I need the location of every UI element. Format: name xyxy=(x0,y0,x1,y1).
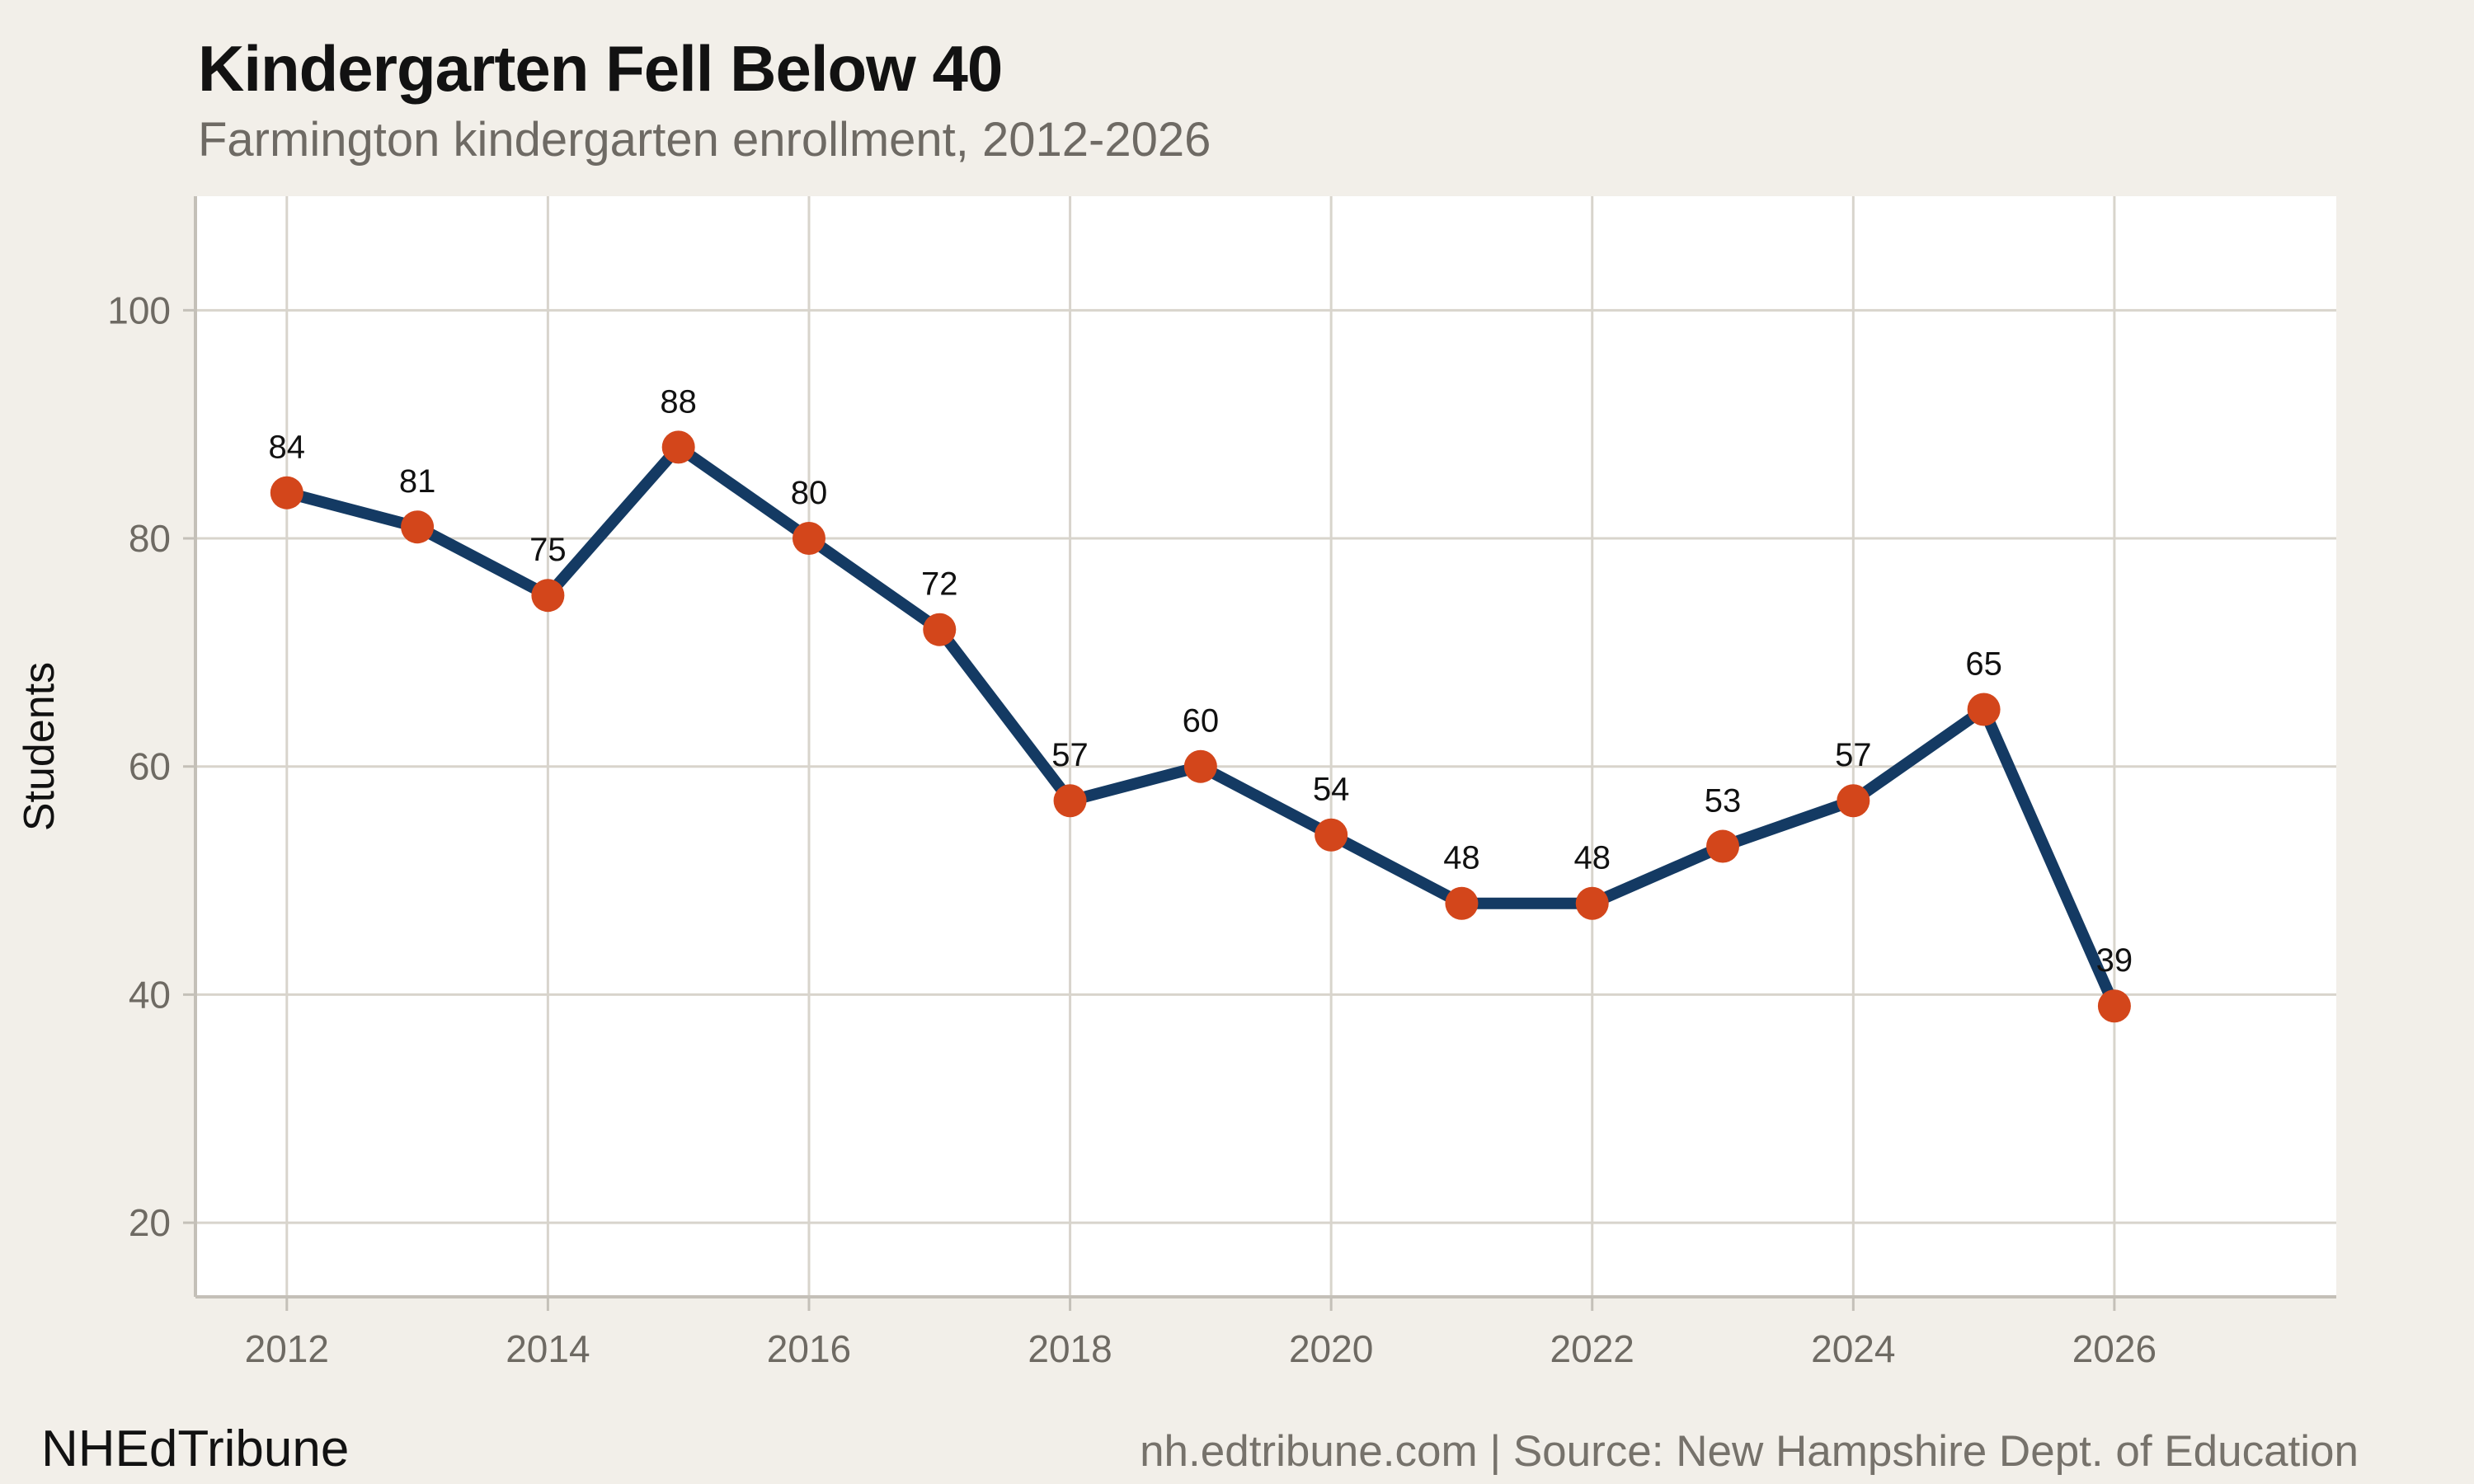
y-axis-title: Students xyxy=(16,662,63,831)
data-point xyxy=(661,430,695,464)
publisher-brand: NHEdTribune xyxy=(41,1421,350,1477)
data-point-label: 57 xyxy=(1835,737,1872,773)
y-tick-label: 60 xyxy=(129,745,171,788)
data-point xyxy=(1315,818,1348,852)
data-point-label: 75 xyxy=(529,532,567,568)
data-point-label: 48 xyxy=(1573,840,1611,876)
data-point xyxy=(1967,693,2001,726)
chart-title: Kindergarten Fell Below 40 xyxy=(198,32,1003,105)
x-tick-label: 2018 xyxy=(1028,1327,1112,1370)
data-point xyxy=(923,613,957,646)
data-point xyxy=(1837,784,1870,818)
chart-subtitle: Farmington kindergarten enrollment, 2012… xyxy=(198,113,1211,167)
data-point-label: 57 xyxy=(1051,737,1089,773)
data-point-label: 60 xyxy=(1183,703,1220,740)
data-point xyxy=(1575,886,1609,920)
x-tick-label: 2020 xyxy=(1289,1327,1373,1370)
data-point xyxy=(2097,989,2131,1023)
data-point xyxy=(792,522,825,556)
data-point xyxy=(1183,749,1217,783)
data-point-label: 48 xyxy=(1443,840,1480,876)
data-point xyxy=(1706,829,1740,863)
data-point-label: 80 xyxy=(791,475,828,511)
data-point xyxy=(1445,886,1479,920)
x-tick-label: 2026 xyxy=(2072,1327,2157,1370)
y-tick-label: 40 xyxy=(129,973,171,1016)
data-point-label: 53 xyxy=(1705,783,1742,819)
data-point-label: 54 xyxy=(1313,772,1350,808)
y-tick-label: 80 xyxy=(129,517,171,560)
y-tick-label: 20 xyxy=(129,1201,171,1244)
source-attribution: nh.edtribune.com | Source: New Hampshire… xyxy=(1140,1427,2359,1476)
x-tick-label: 2022 xyxy=(1550,1327,1634,1370)
x-tick-label: 2024 xyxy=(1811,1327,1895,1370)
data-point-label: 88 xyxy=(660,383,697,420)
data-point xyxy=(401,510,435,544)
x-tick-label: 2012 xyxy=(245,1327,329,1370)
data-point-label: 72 xyxy=(921,566,958,603)
data-point xyxy=(1053,784,1087,818)
plot-area xyxy=(195,196,2336,1297)
x-tick-label: 2016 xyxy=(767,1327,851,1370)
data-point-label: 81 xyxy=(399,463,436,500)
data-point xyxy=(531,579,565,613)
data-point-label: 65 xyxy=(1965,646,2002,683)
y-tick-label: 100 xyxy=(107,289,171,331)
data-point-label: 39 xyxy=(2096,942,2133,979)
x-tick-label: 2014 xyxy=(506,1327,590,1370)
data-point-label: 84 xyxy=(269,430,306,466)
data-point xyxy=(270,476,303,510)
